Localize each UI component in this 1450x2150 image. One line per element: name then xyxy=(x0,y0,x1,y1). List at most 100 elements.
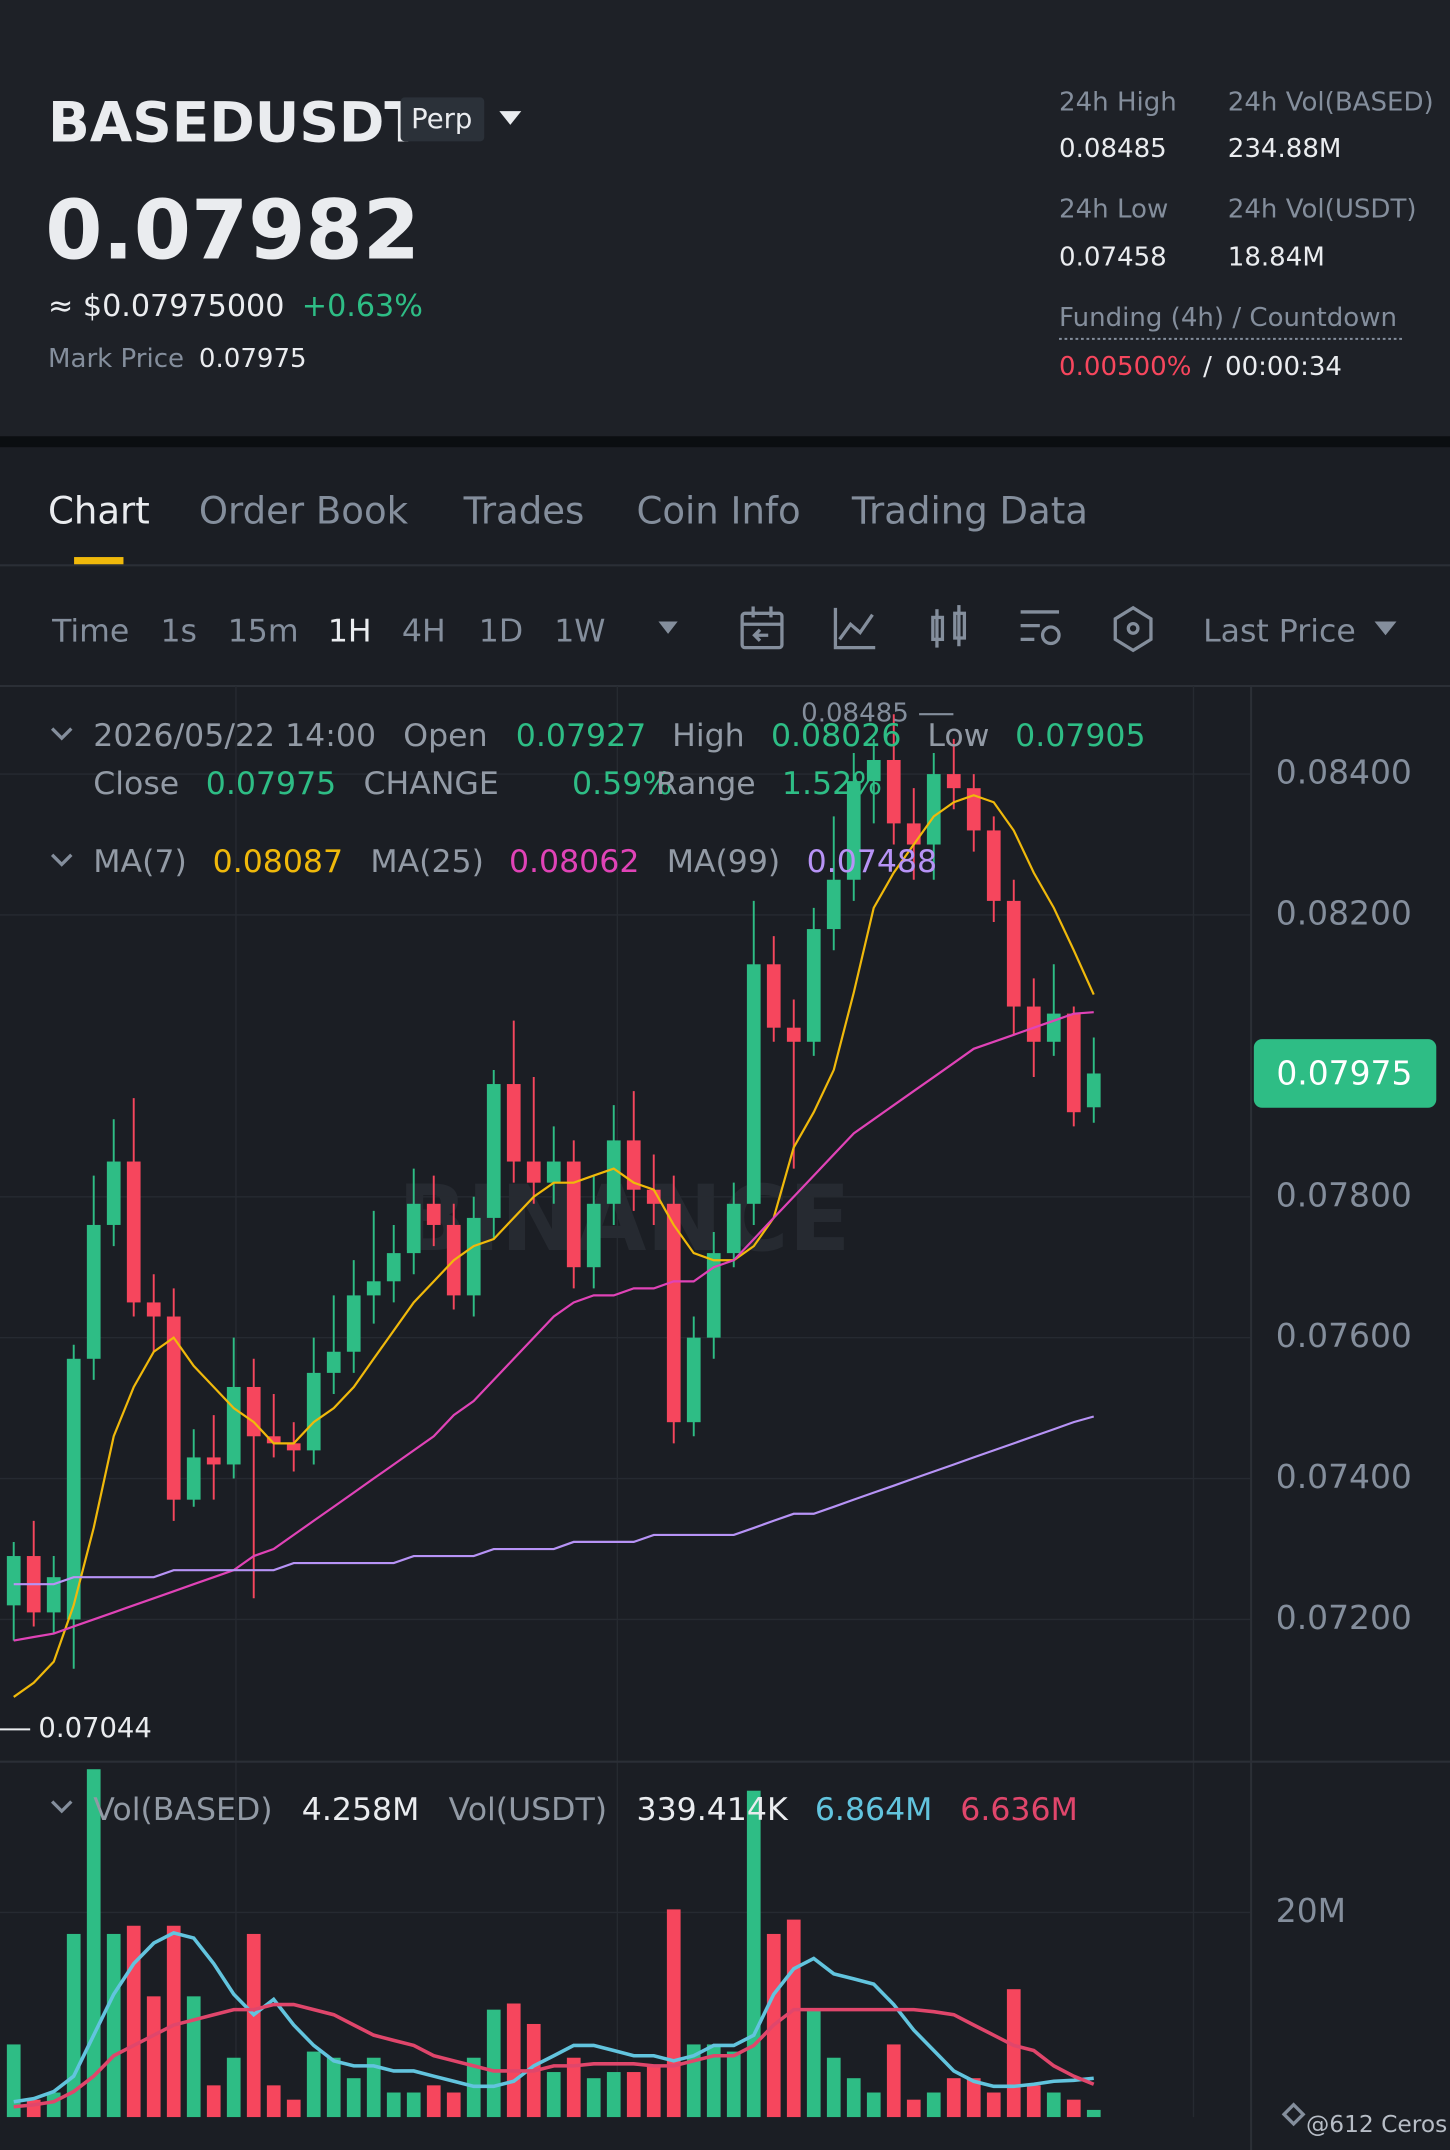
interval[interactable]: 1W xyxy=(554,614,605,650)
depth-icon[interactable] xyxy=(1113,605,1153,653)
candle-body xyxy=(426,1203,441,1225)
candle-body xyxy=(546,1161,561,1183)
legend-label: Vol(USDT) xyxy=(449,1792,607,1828)
chart-bg xyxy=(0,447,1450,2150)
volume-bar xyxy=(626,2072,641,2118)
legend-value: 0.07975 xyxy=(206,766,336,802)
candle-body xyxy=(826,879,841,930)
volume-bar xyxy=(226,2057,241,2118)
active-tab-indicator xyxy=(74,557,124,566)
volume-bar xyxy=(926,2092,941,2118)
mark-price: 0.07975 xyxy=(199,344,307,374)
funding-label[interactable]: Funding (4h) / Countdown xyxy=(1059,303,1397,333)
volume-bar xyxy=(846,2078,861,2118)
volume-bar xyxy=(326,2057,341,2118)
interval-dropdown[interactable] xyxy=(658,621,678,634)
volume-bar xyxy=(666,1909,681,2118)
volume-bar xyxy=(366,2057,381,2118)
candle-body xyxy=(1026,1006,1041,1042)
y-tick-label: 0.08400 xyxy=(1276,753,1412,792)
tab[interactable]: Coin Info xyxy=(637,490,801,533)
volume-bar xyxy=(806,2009,821,2118)
volume-bar xyxy=(1046,2092,1061,2118)
tab[interactable]: Chart xyxy=(48,490,150,533)
volume-bar xyxy=(566,2057,581,2118)
indicator-icon[interactable] xyxy=(833,607,876,650)
interval[interactable]: 1D xyxy=(479,614,523,650)
symbol[interactable]: BASEDUSDT xyxy=(48,90,422,154)
interval[interactable]: 1s xyxy=(161,614,198,650)
stat-value: 18.84M xyxy=(1228,242,1325,272)
legend-toggle[interactable] xyxy=(50,727,73,741)
volume-bar xyxy=(446,2092,461,2118)
volume-bar xyxy=(546,2072,561,2118)
candle-type-icon[interactable] xyxy=(931,605,967,648)
interval[interactable]: 4H xyxy=(402,614,446,650)
price-change: +0.63% xyxy=(302,289,423,324)
legend-toggle[interactable] xyxy=(50,853,73,867)
legend-label: CHANGE xyxy=(364,766,499,802)
volume-bar xyxy=(246,1933,261,2118)
settings-icon[interactable] xyxy=(1020,610,1061,646)
candle-body xyxy=(646,1189,661,1204)
volume-bar xyxy=(706,2044,721,2118)
volume-bar xyxy=(986,2092,1001,2118)
tab[interactable]: Order Book xyxy=(199,490,409,533)
legend-label: Open xyxy=(403,718,487,754)
candle-body xyxy=(266,1436,281,1444)
volume-bar xyxy=(386,2092,401,2118)
tab[interactable]: Trades xyxy=(463,490,585,533)
legend-value: 0.07905 xyxy=(1015,718,1145,754)
candle-body xyxy=(1086,1073,1101,1108)
volume-bar xyxy=(946,2078,961,2118)
candle-body xyxy=(606,1140,621,1204)
volume-bar xyxy=(966,2078,981,2118)
candle-body xyxy=(6,1556,21,1606)
y-tick-label: 0.07800 xyxy=(1276,1175,1412,1214)
low-marker: 0.07044 xyxy=(38,1713,151,1744)
price-type-dropdown[interactable] xyxy=(1374,621,1397,636)
candle-body xyxy=(326,1351,341,1373)
volume-bar xyxy=(1086,2109,1101,2118)
volume-bar xyxy=(6,2044,21,2118)
interval-active[interactable]: 1H xyxy=(328,614,372,650)
legend-toggle[interactable] xyxy=(50,1800,73,1814)
legend-value: 0.08026 xyxy=(771,718,901,754)
footer-credit: @612 Ceros xyxy=(1306,2111,1447,2138)
interval[interactable]: 15m xyxy=(228,614,299,650)
legend-value: 339.414K xyxy=(637,1792,789,1828)
countdown: 00:00:34 xyxy=(1225,352,1342,382)
volume-bar xyxy=(206,2085,221,2118)
calendar-icon[interactable] xyxy=(740,606,784,650)
volume-bar xyxy=(266,2085,281,2118)
volume-bar xyxy=(46,2092,61,2118)
funding-rate: 0.00500% xyxy=(1059,352,1191,382)
tab[interactable]: Trading Data xyxy=(851,490,1088,533)
funding-separator: / xyxy=(1203,352,1212,382)
candle-body xyxy=(766,964,781,1028)
logo-icon xyxy=(1281,2102,1306,2127)
price-type[interactable]: Last Price xyxy=(1203,614,1356,650)
candle-body xyxy=(1046,1013,1061,1042)
volume-bar xyxy=(1006,1989,1021,2118)
legend-label: Close xyxy=(93,766,179,802)
volume-bar xyxy=(606,2072,621,2118)
legend-label: High xyxy=(672,718,745,754)
volume-bar xyxy=(506,2003,521,2118)
volume-bar xyxy=(906,2099,921,2118)
stat-value: 234.88M xyxy=(1228,134,1342,164)
high-marker: 0.08485 xyxy=(801,699,909,729)
volume-bar xyxy=(426,2085,441,2118)
volume-bar xyxy=(886,2044,901,2118)
symbol-dropdown[interactable] xyxy=(499,111,522,125)
candle-body xyxy=(226,1386,241,1465)
legend-value: 6.864M xyxy=(815,1792,933,1828)
candle-body xyxy=(906,823,921,845)
mark-price-label: Mark Price xyxy=(48,344,184,374)
legend-value: 4.258M xyxy=(302,1792,420,1828)
legend-label: MA(99) xyxy=(667,844,781,880)
candle-body xyxy=(926,774,941,845)
candle-body xyxy=(86,1224,101,1359)
volume-bar xyxy=(1066,2099,1081,2118)
